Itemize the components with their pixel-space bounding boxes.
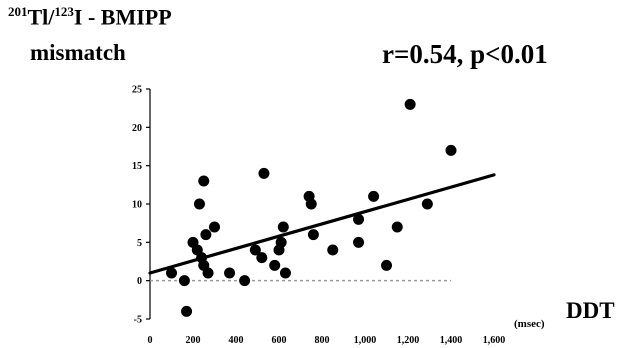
y-label-part-1: Tl/ (27, 4, 55, 30)
x-tick-label: 1,400 (440, 335, 463, 346)
x-axis-unit: (msec) (514, 318, 545, 330)
data-point (327, 244, 339, 256)
data-point (275, 236, 287, 248)
data-point (391, 221, 403, 233)
data-point (193, 198, 205, 210)
x-tick-label: 1,000 (354, 335, 377, 346)
data-point (279, 267, 291, 279)
data-point (239, 275, 251, 287)
data-point (202, 267, 214, 279)
correlation-annotation: r=0.54, p<0.01 (382, 39, 548, 69)
y-tick-label: 0 (137, 276, 142, 287)
data-point (307, 229, 319, 241)
y-tick-label: 10 (132, 200, 142, 211)
y-label-superscript-2: 123 (54, 4, 74, 19)
data-point (198, 175, 210, 187)
data-point (200, 229, 212, 241)
data-point (445, 144, 457, 156)
x-tick-label: 0 (148, 335, 153, 346)
data-point (249, 244, 261, 256)
data-point (277, 221, 289, 233)
data-point (353, 213, 365, 225)
x-tick-label: 400 (229, 335, 244, 346)
data-point (353, 236, 365, 248)
data-point (269, 259, 281, 271)
x-tick-label: 800 (315, 335, 330, 346)
regression-line (148, 173, 496, 275)
data-points (166, 98, 457, 317)
x-axis-label: DDT (566, 298, 615, 323)
regression-line-layer (148, 173, 496, 275)
y-label-part-2: I - BMIPP (73, 4, 172, 30)
data-point (381, 259, 392, 271)
data-point (209, 221, 220, 233)
y-label-superscript-1: 201 (8, 4, 28, 19)
y-tick-label: -5 (134, 315, 142, 326)
data-point (166, 267, 177, 279)
data-point (368, 190, 380, 202)
axes: -5 0 5 10 15 20 25 0 200 400 600 800 1,000 1,200 1,400… (132, 85, 505, 347)
data-point (256, 252, 268, 264)
y-axis-label-line-1: 201Tl/123I - BMIPP (8, 4, 172, 30)
data-point (181, 305, 193, 317)
x-tick-label: 1,600 (483, 335, 506, 346)
data-point (404, 98, 416, 110)
x-tick-label: 1,200 (397, 335, 420, 346)
y-axis-label-line-2: mismatch (30, 40, 126, 65)
y-tick-label: 5 (137, 238, 142, 249)
data-point (421, 198, 433, 210)
y-tick-label: 25 (132, 85, 142, 96)
y-tick-label: 20 (132, 123, 142, 134)
x-tick-label: 600 (272, 335, 287, 346)
y-tick-label: 15 (132, 161, 142, 172)
data-point (258, 167, 270, 179)
x-tick-label: 200 (186, 335, 201, 346)
data-point (224, 267, 236, 279)
data-point (178, 275, 190, 287)
data-point (305, 198, 317, 210)
